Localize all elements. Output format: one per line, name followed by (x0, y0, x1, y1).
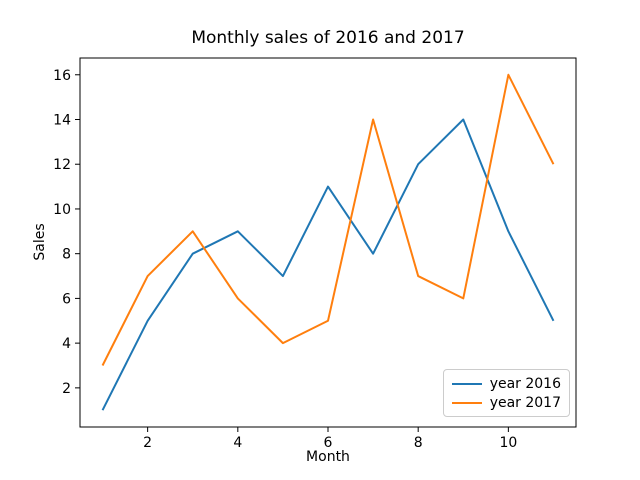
legend-item-year-2016: year 2016 (451, 374, 561, 393)
x-tick-label: 8 (414, 435, 423, 451)
x-tick-label: 6 (324, 435, 333, 451)
legend: year 2016 year 2017 (442, 369, 570, 417)
legend-line-sample-year-2016 (451, 382, 482, 385)
y-tick-label: 14 (53, 113, 71, 129)
y-tick-label: 6 (62, 291, 71, 307)
chart-title: Monthly sales of 2016 and 2017 (191, 28, 465, 48)
y-axis-label: Sales (32, 223, 48, 261)
legend-label-year-2016: year 2016 (489, 375, 561, 392)
y-tick-label: 8 (62, 247, 71, 263)
x-tick-label: 10 (499, 435, 517, 451)
y-tick-label: 12 (53, 157, 71, 173)
legend-line-sample-year-2017 (451, 401, 482, 404)
y-tick-label: 16 (53, 68, 71, 84)
legend-label-year-2017: year 2017 (489, 394, 561, 411)
x-tick-label: 4 (233, 435, 242, 451)
y-tick-label: 2 (62, 381, 71, 397)
series-line-year-2017 (101, 73, 555, 366)
x-axis-label: Month (306, 449, 350, 465)
x-tick-label: 2 (143, 435, 152, 451)
y-tick-label: 10 (53, 202, 71, 218)
series-line-year-2016 (101, 118, 555, 411)
y-tick-label: 4 (62, 336, 71, 352)
legend-item-year-2017: year 2017 (451, 393, 561, 412)
